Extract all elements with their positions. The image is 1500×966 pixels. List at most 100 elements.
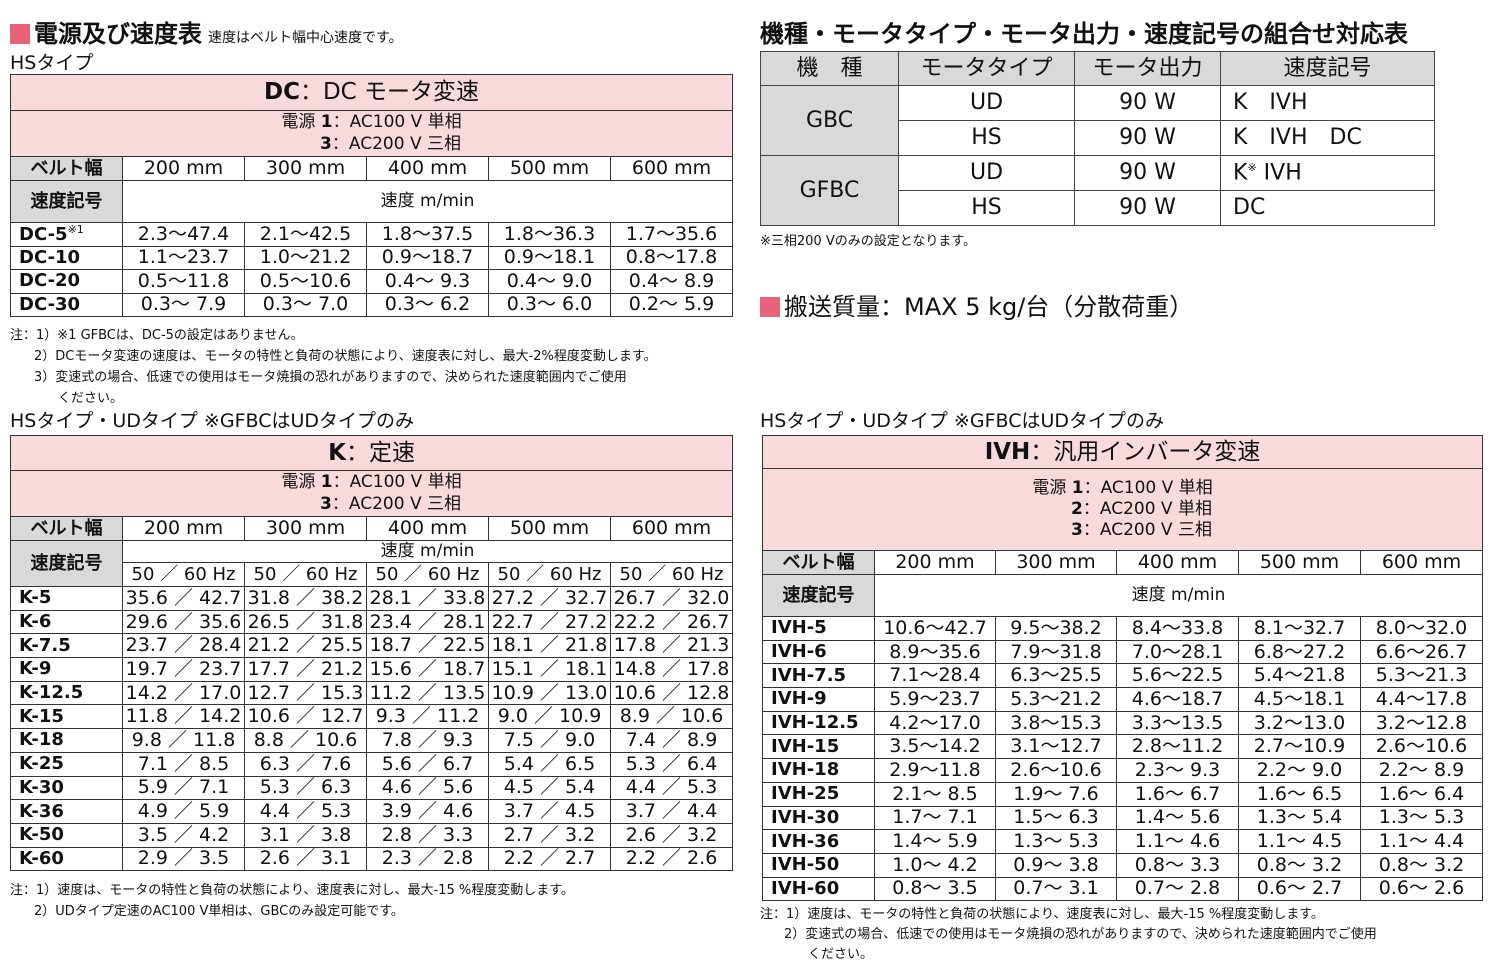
speed-value-cell: 12.7 ／ 15.3: [244, 680, 367, 706]
speed-value-cell: 1.8～36.3: [488, 222, 611, 247]
speed-code-label: 速度記号: [10, 540, 123, 587]
speed-value-cell: 0.7～ 3.1: [995, 876, 1117, 902]
k-notes: 注：1）速度は、モータの特性と負荷の状態により、速度表に対し、最大-15 %程度…: [10, 880, 574, 922]
speed-value-cell: 5.4 ／ 6.5: [488, 751, 611, 777]
speed-value-cell: 15.6 ／ 18.7: [366, 657, 489, 682]
speed-value-cell: 27.2 ／ 32.7: [488, 586, 611, 611]
speed-value-cell: 5.3 ／ 6.4: [609, 751, 734, 777]
power-text: ：AC200 V 三相: [1082, 520, 1212, 541]
speed-code-cell: K-15: [10, 704, 123, 730]
speed-value-cell: 18.1 ／ 21.8: [488, 633, 611, 659]
power-text: ：AC200 V 単相: [1082, 498, 1212, 519]
power-line: 電源 1：AC100 V 単相: [13, 472, 730, 493]
speed-value-cell: 4.4 ／ 5.3: [609, 775, 734, 801]
table-row: K-15 11.8 ／ 14.2 10.6 ／ 12.7 9.3 ／ 11.2 9.0 …: [10, 704, 734, 730]
speed-value-cell: 3.5～14.2: [874, 734, 996, 760]
speed-value-cell: 4.2～17.0: [874, 710, 996, 736]
motor-output: 90 W: [1074, 190, 1221, 226]
table-row: IVH-15 3.5～14.2 3.1～12.7 2.8～11.2 2.7～10.9 2.…: [762, 734, 1484, 760]
table-row: K-5 35.6 ／ 42.7 31.8 ／ 38.2 28.1 ／ 33.8 27.2…: [10, 586, 734, 611]
dc-speed-table: DC：DC モータ変速 電源 1：AC100 V 単相 3：AC200 V 三相…: [9, 74, 734, 317]
combo-title: 機種・モータタイプ・モータ出力・速度記号の組合せ対応表: [760, 20, 1408, 48]
power-line: 電源 1：AC100 V 単相: [13, 112, 730, 133]
speed-value-cell: 2.6～10.6: [1359, 734, 1484, 760]
speed-value-cell: 11.8 ／ 14.2: [122, 704, 245, 730]
ivh-speed-table: IVH：汎用インバータ変速 電源 1：AC100 V 単相 2：AC200 V …: [761, 435, 1484, 902]
speed-value-cell: 9.5～38.2: [995, 616, 1117, 641]
motor-output: 90 W: [1074, 85, 1221, 121]
speed-value-cell: 5.9 ／ 7.1: [122, 775, 245, 801]
speed-code: IVH-6: [771, 641, 827, 663]
speed-value-cell: 0.4～ 8.9: [609, 269, 734, 294]
speed-code: K-12.5: [19, 682, 84, 704]
speed-value-cell: 3.2～13.0: [1238, 710, 1361, 736]
speed-code-cell: IVH-6: [762, 639, 875, 665]
speed-value-cell: 2.8～11.2: [1116, 734, 1239, 760]
speed-value-cell: 7.5 ／ 9.0: [488, 728, 611, 753]
speed-code-cell: K-6: [10, 609, 123, 635]
power-num: 1: [320, 112, 333, 133]
speed-code: K: [1233, 160, 1248, 186]
frequency-cell: 50 ／ 60 Hz: [244, 562, 367, 587]
power-prefix: 電源: [281, 112, 316, 133]
speed-code: IVH-60: [771, 877, 840, 899]
combo-header: モータ出力: [1074, 51, 1221, 86]
combo-header: 機 種: [760, 51, 899, 86]
power-num: 1: [320, 472, 333, 493]
belt-width-cell: 400 mm: [366, 516, 489, 541]
power-num: 1: [1071, 477, 1084, 498]
speed-value-cell: 7.0～28.1: [1116, 639, 1239, 665]
speed-code-cell: K-36: [10, 799, 123, 824]
combo-header: 速度記号: [1220, 51, 1435, 86]
speed-code: IVH: [1256, 160, 1302, 186]
speed-value-cell: 22.2 ／ 26.7: [609, 609, 734, 635]
power-line: 電源 1：AC100 V 単相: [765, 478, 1480, 499]
speed-value-cell: 9.0 ／ 10.9: [488, 704, 611, 730]
speed-value-cell: 0.8～ 3.3: [1116, 852, 1239, 878]
speed-code: K-50: [19, 824, 64, 846]
speed-code: IVH-18: [771, 759, 840, 781]
power-prefix: 電源: [1032, 477, 1067, 498]
speed-value-cell: 11.2 ／ 13.5: [366, 680, 489, 706]
speed-value-cell: 1.1～ 4.6: [1116, 829, 1239, 854]
speed-code-cell: K-50: [10, 822, 123, 848]
speed-value-cell: 1.1～ 4.5: [1238, 829, 1361, 854]
model-name: GBC: [760, 85, 899, 156]
speed-value-cell: 21.2 ／ 25.5: [244, 633, 367, 659]
table-row: IVH-25 2.1～ 8.5 1.9～ 7.6 1.6～ 6.7 1.6～ 6.5 1.…: [762, 781, 1484, 807]
speed-value-cell: 0.5～11.8: [122, 269, 245, 294]
speed-value-cell: 5.3 ／ 6.3: [244, 775, 367, 801]
note-line: ください。: [808, 947, 874, 962]
speed-value-cell: 4.5 ／ 5.4: [488, 775, 611, 801]
power-line: 3：AC200 V 三相: [13, 494, 730, 515]
speed-code: IVH-30: [771, 806, 840, 828]
speed-value-cell: 3.3～13.5: [1116, 710, 1239, 736]
speed-value-cell: 19.7 ／ 23.7: [122, 657, 245, 682]
speed-value-cell: 2.3 ／ 2.8: [366, 846, 489, 872]
speed-value-cell: 9.8 ／ 11.8: [122, 728, 245, 753]
table-row: K-18 9.8 ／ 11.8 8.8 ／ 10.6 7.8 ／ 9.3 7.5 ／ 9…: [10, 728, 734, 753]
speed-codes: K※ IVH: [1220, 155, 1435, 191]
table-row: IVH-7.5 7.1～28.4 6.3～25.5 5.6～22.5 5.4～21.8 5…: [762, 663, 1484, 689]
speed-value-cell: 0.4～ 9.0: [488, 269, 611, 294]
speed-value-cell: 18.7 ／ 22.5: [366, 633, 489, 659]
speed-code-cell: K-5: [10, 586, 123, 611]
speed-value-cell: 8.9～35.6: [874, 639, 996, 665]
speed-value-cell: 8.1～32.7: [1238, 616, 1361, 641]
table-row: IVH-5 10.6～42.7 9.5～38.2 8.4～33.8 8.1～32.7 8.…: [762, 616, 1484, 641]
table-row: IVH-60 0.8～ 3.5 0.7～ 3.1 0.7～ 2.8 0.6～ 2.7 0.…: [762, 876, 1484, 902]
speed-value-cell: 4.4 ／ 5.3: [244, 799, 367, 824]
speed-value-cell: 10.6～42.7: [874, 616, 996, 641]
speed-value-cell: 2.6～10.6: [995, 758, 1117, 783]
speed-value-cell: 7.1～28.4: [874, 663, 996, 689]
table-row: K-30 5.9 ／ 7.1 5.3 ／ 6.3 4.6 ／ 5.6 4.5 ／ 5.4…: [10, 775, 734, 801]
speed-code: IVH-50: [771, 854, 840, 876]
speed-code: K-7.5: [19, 634, 71, 656]
speed-code: K-9: [19, 658, 52, 680]
speed-value-cell: 0.8～17.8: [609, 245, 734, 270]
speed-code-cell: IVH-60: [762, 876, 875, 902]
power-num: 3: [320, 133, 332, 154]
power-line: 3：AC200 V 三相: [13, 134, 730, 155]
speed-code: K-30: [19, 776, 64, 798]
speed-value-cell: 8.9 ／ 10.6: [609, 704, 734, 730]
